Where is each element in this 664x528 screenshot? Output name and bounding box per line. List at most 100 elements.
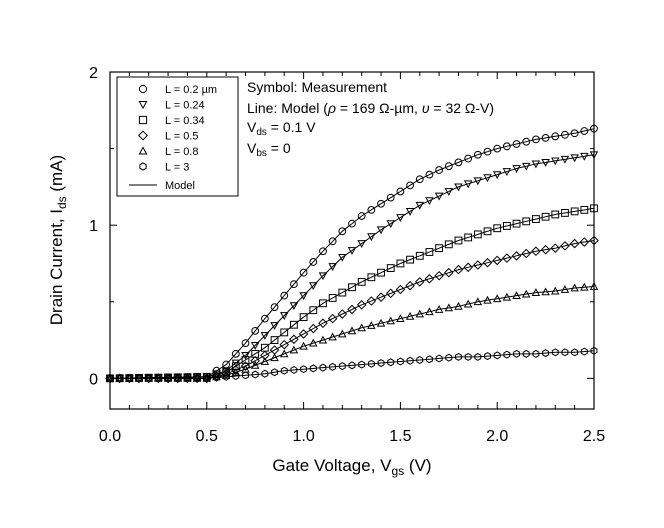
data-point [357, 240, 366, 249]
data-point [484, 352, 491, 361]
data-point [327, 313, 338, 324]
data-point [240, 361, 251, 371]
data-point [385, 288, 396, 299]
data-point [329, 362, 337, 371]
data-point [348, 283, 356, 292]
model-line [110, 350, 595, 379]
data-point [444, 240, 453, 249]
x-tick-labels: 0.0 0.5 1.0 1.5 2.0 2.5 [99, 428, 605, 445]
data-point [492, 255, 502, 266]
data-point [493, 144, 502, 153]
data-point [444, 303, 454, 312]
data-point [145, 374, 153, 383]
data-point [183, 374, 191, 383]
data-point [280, 312, 289, 321]
data-point [561, 130, 569, 139]
data-point [260, 357, 270, 365]
data-point [357, 323, 366, 332]
data-point [396, 314, 405, 323]
data-point [405, 208, 415, 216]
data-point [395, 284, 406, 295]
data-point [571, 348, 579, 357]
data-point [464, 233, 473, 242]
data-point [464, 352, 472, 361]
data-point [193, 374, 201, 383]
data-point [416, 356, 424, 364]
data-point [444, 188, 454, 196]
data-point [289, 334, 299, 345]
data-point [541, 212, 550, 221]
legend: L = 0.2 µm L = 0.24 L = 0.34 L = 0.5 L = 0.8… [116, 76, 239, 197]
data-point [347, 247, 357, 255]
data-point [551, 157, 560, 166]
data-point [232, 372, 240, 381]
data-point [309, 364, 317, 373]
data-point [454, 158, 463, 167]
data-point [473, 177, 483, 186]
data-point [260, 332, 270, 340]
data-point [213, 373, 220, 382]
data-point [396, 259, 405, 268]
data-point [337, 309, 348, 319]
data-point [424, 274, 435, 284]
model-line [109, 207, 595, 379]
data-point [357, 212, 366, 220]
legend-marker [139, 162, 147, 171]
data-point [570, 283, 579, 292]
data-point [250, 342, 260, 350]
data-point [453, 264, 464, 275]
legend-model-label: Model [165, 180, 195, 192]
data-point [279, 339, 290, 350]
data-point [473, 150, 482, 159]
data-point [502, 222, 511, 230]
data-point [425, 197, 434, 206]
data-point [241, 356, 250, 364]
data-point [280, 291, 289, 300]
data-point [434, 192, 444, 201]
data-point [377, 199, 385, 208]
data-point [299, 292, 308, 301]
data-point [455, 352, 462, 361]
data-point [589, 235, 599, 246]
y-tick-label: 1 [89, 218, 98, 235]
data-point [503, 350, 511, 359]
data-point [425, 170, 434, 179]
legend-label: L = 0.8 [165, 146, 199, 158]
data-point [328, 294, 337, 302]
data-point [551, 286, 560, 295]
data-point [511, 251, 522, 261]
data-point [125, 374, 133, 383]
data-point [590, 346, 598, 355]
legend-label: L = 0.34 [165, 115, 205, 127]
data-point [473, 230, 482, 239]
data-point [221, 370, 231, 379]
annotation-block: Symbol: Measurement Line: Model (ρ = 169… [247, 79, 494, 159]
data-point [502, 253, 512, 263]
legend-label: L = 0.5 [165, 131, 199, 143]
data-point [319, 299, 327, 308]
data-point [298, 329, 309, 339]
data-point [299, 341, 308, 350]
y-axis-label: Drain Current, Ids (mA) [47, 155, 69, 325]
data-point [338, 253, 347, 262]
data-point [425, 248, 434, 256]
data-point [570, 207, 579, 216]
data-point [386, 220, 395, 229]
data-point [551, 210, 560, 219]
data-point [318, 318, 328, 329]
data-point [376, 318, 386, 327]
data-point [231, 359, 241, 368]
data-point [541, 133, 550, 142]
data-point [474, 352, 482, 361]
data-point [463, 299, 473, 308]
data-point [532, 349, 540, 358]
data-point [425, 307, 434, 316]
x-tick-label: 1.5 [389, 428, 411, 445]
data-point [445, 353, 453, 362]
data-point [532, 135, 540, 144]
data-point [348, 361, 356, 370]
data-point [261, 369, 269, 378]
data-point [454, 236, 463, 245]
x-axis-label: Gate Voltage, Vgs (V) [272, 456, 431, 478]
